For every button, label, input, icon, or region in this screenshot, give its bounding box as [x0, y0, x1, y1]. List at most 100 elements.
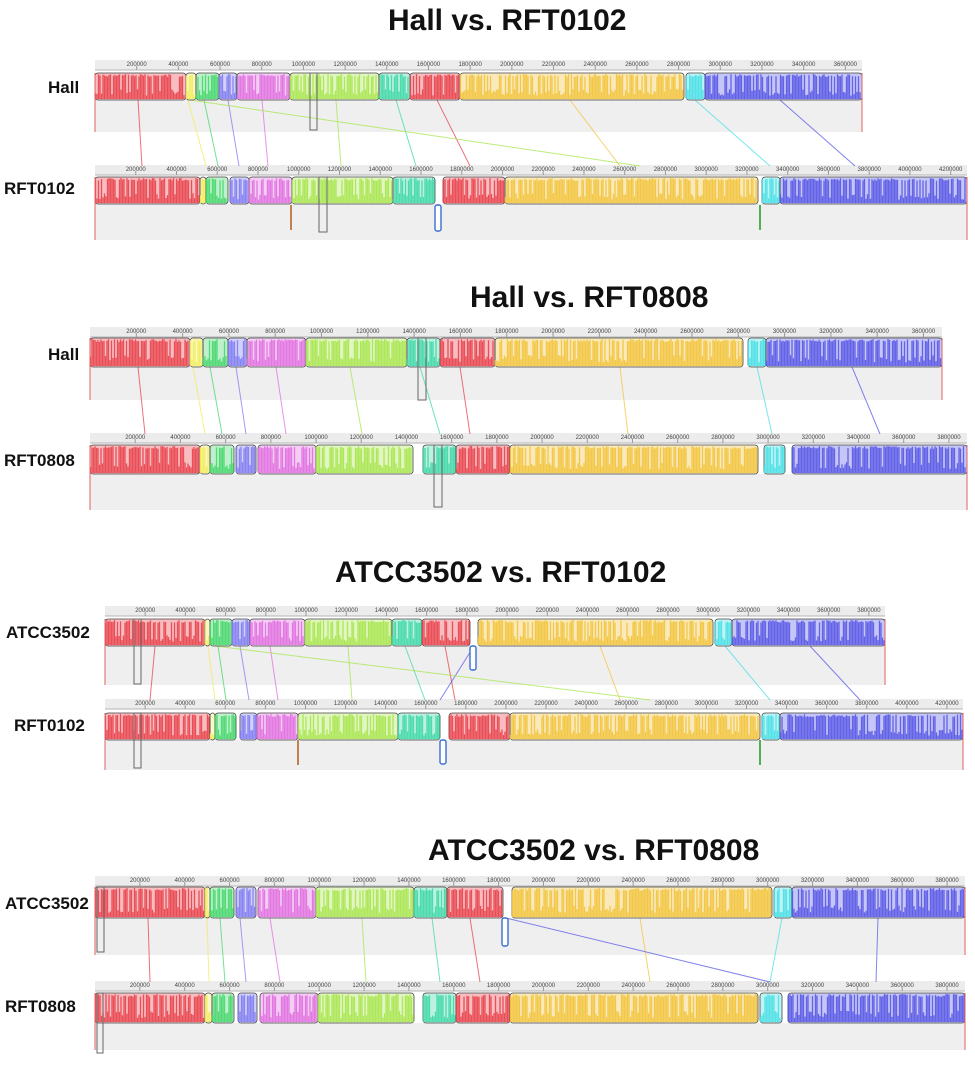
genome-b-ruler-tick-label: 1800000 [450, 167, 474, 173]
lcb-profile-lime [297, 714, 397, 739]
genome-b-ruler-tick-label: 2200000 [576, 435, 600, 441]
lcb-profile-green [209, 620, 231, 645]
lcb-profile-yellow [204, 995, 211, 1022]
lcb-profile-blue [779, 178, 966, 203]
lcb-profile-purple [237, 994, 256, 1022]
lcb-profile-cyan [773, 888, 792, 917]
genome-b-ruler-tick-label: 600000 [215, 701, 236, 707]
genome-a-ruler-tick-label: 3000000 [696, 608, 720, 614]
genome-b-ruler-tick-label: 3400000 [776, 167, 800, 173]
lcb-profile-lime [305, 339, 407, 366]
lcb-profile-purple [239, 714, 257, 739]
genome-b-ruler-tick-label: 1000000 [287, 167, 311, 173]
genome-b-ruler-tick-label: 4200000 [935, 701, 959, 707]
genome-a-ruler-tick-label: 3200000 [801, 878, 825, 884]
panel-1-genome-b-label: RFT0102 [4, 179, 75, 198]
synteny-link [147, 917, 151, 983]
synteny-link [395, 99, 417, 167]
lcb-profile-blue [787, 994, 965, 1022]
genome-a-ruler-tick-label: 1800000 [455, 608, 479, 614]
genome-a-ruler-tick-label: 3400000 [846, 878, 870, 884]
genome-b-ruler-tick-label: 3000000 [695, 701, 719, 707]
selection-cursor [96, 886, 105, 953]
synteny-link [619, 366, 629, 435]
genome-a-ruler-tick-label: 3800000 [935, 878, 959, 884]
genome-a-ruler-tick-label: 1400000 [397, 878, 421, 884]
genome-b-ruler-tick-label: 2000000 [530, 435, 554, 441]
genome-b-ruler-tick-label: 2400000 [621, 983, 645, 989]
lcb-profile-yellow [199, 446, 209, 473]
genome-a-ruler-tick-label: 2200000 [588, 329, 612, 335]
synteny-link [694, 99, 771, 167]
lcb-profile-purple [235, 888, 256, 917]
panel-4-alignment: 200000 400000 600000 800000 1000000 1200000 14… [94, 876, 966, 1050]
track-background [105, 646, 885, 685]
genome-a-ruler-tick-label: 1400000 [402, 329, 426, 335]
panel-3-genome-a-label: ATCC3502 [6, 623, 90, 642]
synteny-link [419, 366, 441, 435]
synteny-link [404, 645, 426, 701]
genome-b-ruler-tick-label: 1000000 [304, 435, 328, 441]
synteny-link [444, 645, 456, 701]
lcb-profile-green [195, 74, 219, 99]
inverted-block-marker [501, 917, 509, 947]
synteny-link [239, 917, 247, 983]
genome-a-ruler-tick-label: 2800000 [727, 329, 751, 335]
genome-b-ruler-tick-label: 3600000 [817, 167, 841, 173]
panel-2-alignment: 200000 400000 600000 800000 1000000 1200000 14… [89, 327, 968, 510]
genome-a-ruler-tick-label: 800000 [265, 329, 286, 335]
selection-cursor [417, 337, 427, 401]
selection-cursor [309, 72, 318, 131]
panel-3-title: ATCC3502 vs. RFT0102 [335, 556, 667, 589]
genome-b-ruler-tick-label: 4200000 [939, 167, 963, 173]
genome-b-ruler-tick-label: 1200000 [334, 701, 358, 707]
track-background [90, 474, 967, 510]
synteny-link [209, 366, 223, 435]
genome-b-ruler-tick-label: 2800000 [655, 701, 679, 707]
synteny-link [639, 917, 651, 983]
genome-a-ruler-tick-label: 1800000 [495, 329, 519, 335]
synteny-link [431, 917, 441, 983]
genome-b-ruler-tick-label: 1400000 [395, 435, 419, 441]
genome-b-ruler-tick-label: 200000 [135, 701, 156, 707]
synteny-link [569, 99, 621, 167]
genome-b-ruler-tick-label: 800000 [264, 983, 285, 989]
synteny-link [335, 99, 342, 167]
genome-a-ruler-tick-label: 2000000 [500, 62, 524, 68]
genome-b-ruler-tick-label: 600000 [220, 983, 241, 989]
genome-a-ruler-tick-label: 1400000 [375, 608, 399, 614]
lcb-profile-magenta [249, 620, 304, 645]
lcb-profile-cyan [747, 339, 766, 366]
lcb-profile-cyan [759, 994, 781, 1022]
genome-a-ruler-tick-label: 600000 [216, 608, 237, 614]
inverted-block-marker [469, 645, 477, 671]
genome-b-ruler-tick-label: 1000000 [308, 983, 332, 989]
genome-b-ruler-tick-label: 2400000 [572, 167, 596, 173]
genome-a-ruler-tick-label: 2200000 [542, 62, 566, 68]
synteny-link [227, 99, 240, 167]
genome-a-ruler-tick-label: 3600000 [834, 62, 858, 68]
genome-b-ruler-tick-label: 3200000 [802, 435, 826, 441]
genome-a-ruler-tick-label: 3000000 [773, 329, 797, 335]
synteny-link [349, 366, 363, 435]
lcb-profile-red [421, 620, 470, 645]
lcb-profile-gold [509, 714, 759, 739]
genome-b-ruler-tick-label: 3600000 [891, 983, 915, 989]
genome-a-ruler-tick-label: 3400000 [792, 62, 816, 68]
lcb-profile-red [442, 178, 505, 203]
lcb-profile-magenta [246, 339, 306, 366]
genome-b-ruler-tick-label: 800000 [255, 701, 276, 707]
genome-a-ruler-tick-label: 1600000 [415, 608, 439, 614]
lcb-profile-green [214, 714, 236, 739]
genome-a-ruler-tick-label: 1600000 [442, 878, 466, 884]
lcb-profile-gold [511, 888, 772, 917]
lcb-profile-blue [779, 714, 963, 739]
genome-b-ruler-tick-label: 3000000 [695, 167, 719, 173]
genome-a-ruler-tick-label: 800000 [252, 62, 273, 68]
genome-a-ruler-tick-label: 1000000 [292, 62, 316, 68]
synteny-link [269, 917, 281, 983]
genome-b-ruler-tick-label: 600000 [216, 435, 237, 441]
lcb-profile-green [205, 178, 227, 203]
genome-b-ruler-tick-label: 3000000 [756, 983, 780, 989]
genome-a-ruler-tick-label: 1400000 [375, 62, 399, 68]
